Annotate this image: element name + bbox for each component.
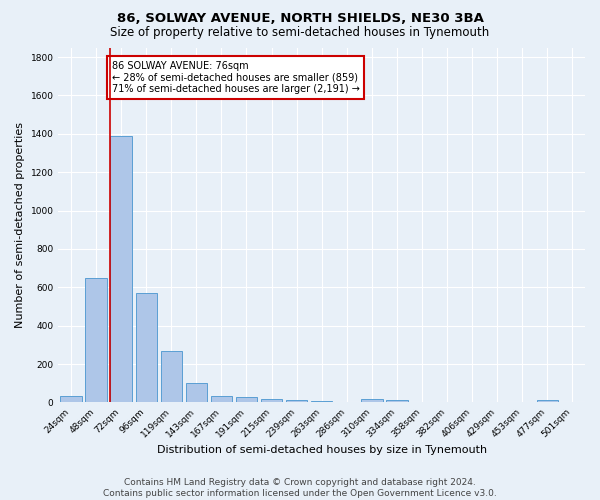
Text: Size of property relative to semi-detached houses in Tynemouth: Size of property relative to semi-detach… bbox=[110, 26, 490, 39]
Bar bbox=[386, 400, 407, 402]
Y-axis label: Number of semi-detached properties: Number of semi-detached properties bbox=[15, 122, 25, 328]
Bar bbox=[211, 396, 232, 402]
Text: 86, SOLWAY AVENUE, NORTH SHIELDS, NE30 3BA: 86, SOLWAY AVENUE, NORTH SHIELDS, NE30 3… bbox=[116, 12, 484, 26]
Bar bbox=[185, 382, 207, 402]
Bar bbox=[136, 293, 157, 403]
Bar bbox=[161, 350, 182, 403]
Text: Contains HM Land Registry data © Crown copyright and database right 2024.
Contai: Contains HM Land Registry data © Crown c… bbox=[103, 478, 497, 498]
Bar bbox=[286, 400, 307, 402]
Bar bbox=[236, 398, 257, 402]
Bar bbox=[261, 398, 282, 402]
Bar bbox=[537, 400, 558, 402]
Bar bbox=[60, 396, 82, 402]
Bar bbox=[85, 278, 107, 402]
Text: 86 SOLWAY AVENUE: 76sqm
← 28% of semi-detached houses are smaller (859)
71% of s: 86 SOLWAY AVENUE: 76sqm ← 28% of semi-de… bbox=[112, 61, 359, 94]
Bar bbox=[361, 399, 383, 402]
Bar bbox=[311, 401, 332, 402]
X-axis label: Distribution of semi-detached houses by size in Tynemouth: Distribution of semi-detached houses by … bbox=[157, 445, 487, 455]
Bar bbox=[110, 136, 132, 402]
